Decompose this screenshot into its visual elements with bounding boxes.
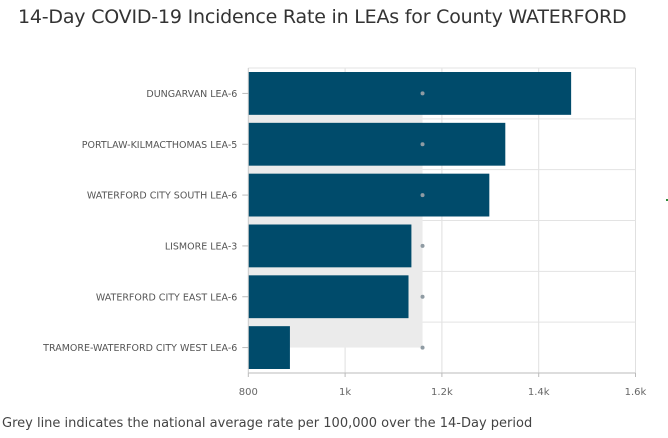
category-label: PORTLAW-KILMACTHOMAS LEA-5 [82,140,238,151]
bar [248,72,572,115]
x-tick-label: 800 [239,387,258,398]
x-tick-label: 1.2k [431,387,453,398]
national-average-dot [420,243,425,248]
national-average-dot [420,91,425,96]
x-tick-label: 1.4k [528,387,550,398]
national-average-dot [420,193,425,198]
edge-marker [666,199,668,201]
bar [248,326,290,369]
category-label: WATERFORD CITY EAST LEA-6 [96,292,237,303]
chart-footnote: Grey line indicates the national average… [2,416,533,431]
bar [248,122,506,166]
national-average-dot [420,294,425,299]
chart-title: 14-Day COVID-19 Incidence Rate in LEAs f… [18,6,627,28]
category-label: LISMORE LEA-3 [165,241,237,252]
x-tick-label: 1.6k [625,387,647,398]
bar [248,224,412,268]
national-average-dot [420,345,425,350]
axes [242,68,636,377]
bar [248,173,490,217]
category-label: WATERFORD CITY SOUTH LEA-6 [87,191,237,202]
x-tick-labels: 800 1k 1.2k 1.4k 1.6k [239,387,647,398]
category-label: TRAMORE-WATERFORD CITY WEST LEA-6 [42,343,237,354]
bar [248,275,409,319]
bar-chart: DUNGARVAN LEA-6 PORTLAW-KILMACTHOMAS LEA-… [42,67,647,398]
x-tick-label: 1k [339,387,351,398]
category-labels: DUNGARVAN LEA-6 PORTLAW-KILMACTHOMAS LEA-… [42,89,237,354]
average-markers [420,91,425,350]
category-label: DUNGARVAN LEA-6 [146,89,237,100]
national-average-dot [420,142,425,147]
bars [248,72,572,369]
